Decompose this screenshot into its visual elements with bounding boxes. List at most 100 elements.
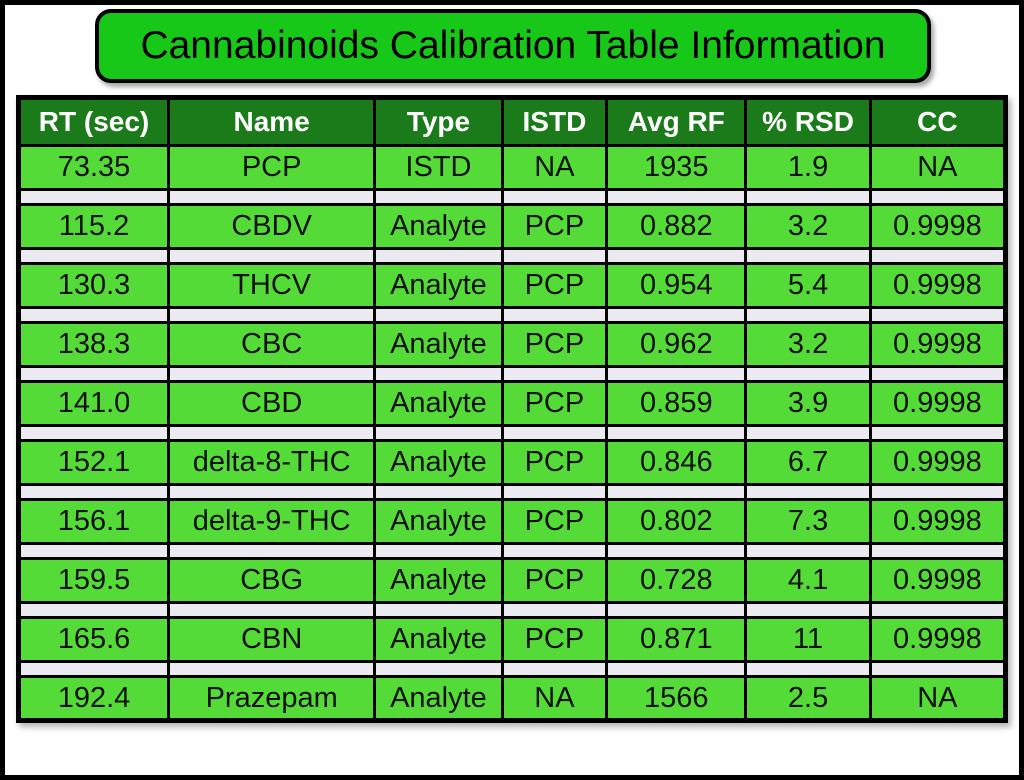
spacer-cell [868, 188, 1008, 206]
table-header-row: RT (sec) Name Type ISTD Avg RF% RSD CC [16, 96, 1008, 147]
table-cell: Analyte [373, 439, 504, 486]
spacer-cell [868, 424, 1008, 442]
column-header: Avg RF [605, 96, 748, 147]
spacer-cell [605, 601, 748, 619]
table-cell: 0.802 [605, 498, 748, 545]
spacer-cell [500, 483, 609, 501]
table-cell: 141.0 [16, 380, 171, 427]
spacer-cell [744, 424, 872, 442]
spacer-cell [167, 424, 377, 442]
table-cell: 115.2 [16, 203, 171, 250]
table-cell: 0.846 [605, 439, 748, 486]
spacer-cell [744, 365, 872, 383]
table-cell: 0.882 [605, 203, 748, 250]
spacer-cell [744, 660, 872, 678]
table-cell: CBD [167, 380, 377, 427]
table-row: 73.35 PCP ISTD NA 1935 1.9 NA [16, 144, 1008, 191]
spacer-cell [605, 188, 748, 206]
table-row: 115.2 CBDV Analyte PCP 0.882 3.2 0.9998 [16, 203, 1008, 250]
table-row: 165.6 CBN Analyte PCP 0.871 11 0.9998 [16, 616, 1008, 663]
spacer-row [16, 483, 1008, 501]
spacer-cell [373, 365, 504, 383]
table-cell: Analyte [373, 380, 504, 427]
table-cell: 0.9998 [868, 557, 1008, 604]
table-cell: Analyte [373, 675, 504, 722]
table-cell: ISTD [373, 144, 504, 191]
table-cell: PCP [500, 498, 609, 545]
spacer-cell [744, 601, 872, 619]
spacer-row [16, 601, 1008, 619]
table-cell: PCP [500, 439, 609, 486]
spacer-cell [500, 247, 609, 265]
spacer-cell [16, 601, 171, 619]
table-cell: 73.35 [16, 144, 171, 191]
table-cell: Analyte [373, 616, 504, 663]
spacer-cell [373, 306, 504, 324]
table-cell: 0.9998 [868, 321, 1008, 368]
table-body: 73.35 PCP ISTD NA 1935 1.9 NA 115.2 CBDV Analyte P… [16, 144, 1008, 722]
spacer-cell [744, 483, 872, 501]
table-cell: 5.4 [744, 262, 872, 309]
spacer-cell [500, 188, 609, 206]
spacer-cell [167, 542, 377, 560]
table-row: 159.5 CBG Analyte PCP 0.728 4.1 0.9998 [16, 557, 1008, 604]
spacer-cell [605, 542, 748, 560]
table-cell: 0.871 [605, 616, 748, 663]
spacer-cell [605, 424, 748, 442]
table-cell: NA [868, 144, 1008, 191]
table-cell: 0.728 [605, 557, 748, 604]
table-cell: delta-9-THC [167, 498, 377, 545]
column-header: Name [167, 96, 377, 147]
table-cell: 1935 [605, 144, 748, 191]
table-row: 152.1 delta-8-THC Analyte PCP 0.846 6.7 0.9998 [16, 439, 1008, 486]
table-cell: CBC [167, 321, 377, 368]
table-cell: Prazepam [167, 675, 377, 722]
spacer-row [16, 306, 1008, 324]
spacer-cell [744, 247, 872, 265]
spacer-cell [16, 660, 171, 678]
table-cell: 0.9998 [868, 498, 1008, 545]
table-cell: 1.9 [744, 144, 872, 191]
spacer-cell [500, 365, 609, 383]
table-cell: 3.2 [744, 203, 872, 250]
spacer-cell [167, 601, 377, 619]
spacer-row [16, 365, 1008, 383]
spacer-cell [744, 188, 872, 206]
spacer-cell [373, 247, 504, 265]
table-cell: Analyte [373, 321, 504, 368]
table-cell: 152.1 [16, 439, 171, 486]
spacer-cell [373, 660, 504, 678]
spacer-cell [16, 424, 171, 442]
spacer-row [16, 188, 1008, 206]
spacer-cell [605, 483, 748, 501]
spacer-cell [605, 660, 748, 678]
table-cell: 6.7 [744, 439, 872, 486]
spacer-cell [744, 542, 872, 560]
table-row: 141.0 CBD Analyte PCP 0.859 3.9 0.9998 [16, 380, 1008, 427]
spacer-row [16, 542, 1008, 560]
table-cell: 0.9998 [868, 439, 1008, 486]
spacer-row [16, 247, 1008, 265]
table-cell: 3.2 [744, 321, 872, 368]
spacer-cell [167, 306, 377, 324]
spacer-cell [500, 306, 609, 324]
spacer-cell [500, 424, 609, 442]
table-cell: 0.859 [605, 380, 748, 427]
table-row: 130.3 THCV Analyte PCP 0.954 5.4 0.9998 [16, 262, 1008, 309]
table-cell: 165.6 [16, 616, 171, 663]
table-cell: Analyte [373, 557, 504, 604]
spacer-cell [500, 601, 609, 619]
table-cell: PCP [500, 380, 609, 427]
table-cell: NA [868, 675, 1008, 722]
column-header: Type [373, 96, 504, 147]
spacer-row [16, 424, 1008, 442]
table-cell: PCP [167, 144, 377, 191]
table-row: 192.4 Prazepam Analyte NA 1566 2.5 NA [16, 675, 1008, 722]
table-cell: 3.9 [744, 380, 872, 427]
spacer-cell [868, 601, 1008, 619]
spacer-cell [373, 188, 504, 206]
spacer-cell [605, 365, 748, 383]
table-cell: 0.954 [605, 262, 748, 309]
table-cell: 0.9998 [868, 262, 1008, 309]
